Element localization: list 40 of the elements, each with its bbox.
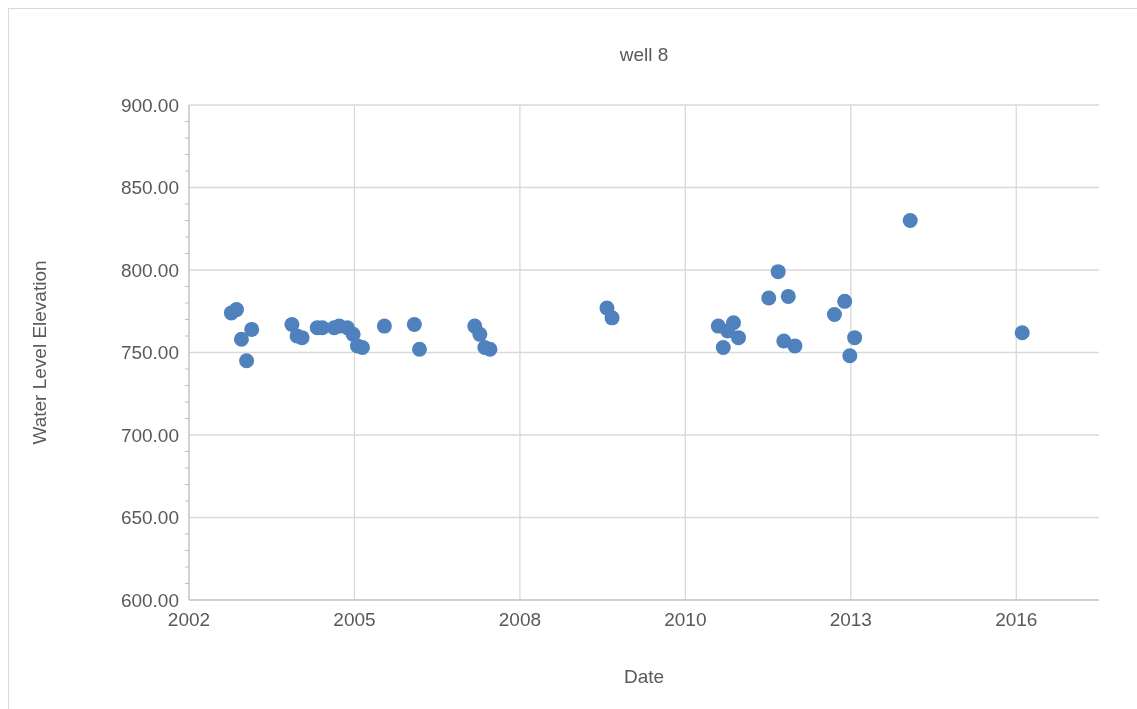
point (284, 316, 300, 332)
point (837, 293, 853, 309)
x-tick-label: 2010 (664, 609, 707, 630)
point (826, 307, 842, 323)
point (239, 353, 255, 369)
y-tick-label: 750.00 (120, 342, 179, 364)
point (787, 338, 803, 354)
point (376, 318, 392, 334)
point (233, 331, 249, 347)
chart-title: well 8 (618, 44, 669, 65)
y-tick-label: 800.00 (120, 259, 179, 281)
point (715, 340, 731, 356)
y-tick-label: 700.00 (120, 424, 179, 446)
y-tick-label: 600.00 (120, 589, 179, 611)
point (228, 302, 244, 318)
y-tick-label: 850.00 (120, 177, 179, 199)
y-tick-label: 900.00 (120, 94, 179, 116)
x-tick-label: 2016 (995, 609, 1038, 630)
point (780, 288, 796, 304)
point (345, 326, 361, 342)
point (244, 321, 260, 337)
point (770, 264, 786, 280)
x-axis-title: Date (623, 666, 665, 687)
point (411, 341, 427, 357)
point (726, 315, 742, 331)
x-tick-label: 2013 (829, 609, 872, 630)
x-tick-label: 2005 (333, 609, 376, 630)
point (902, 213, 918, 228)
point (1014, 325, 1030, 341)
point (472, 326, 488, 342)
point (604, 310, 620, 326)
x-tick-label: 2002 (167, 609, 211, 630)
point (842, 348, 858, 364)
point (730, 330, 746, 346)
y-axis-title: Water Level Elevation (29, 260, 50, 445)
x-tick-label: 2008 (498, 609, 542, 630)
point (406, 316, 422, 332)
point (847, 330, 863, 346)
point (761, 290, 777, 306)
y-tick-label: 650.00 (120, 507, 179, 529)
